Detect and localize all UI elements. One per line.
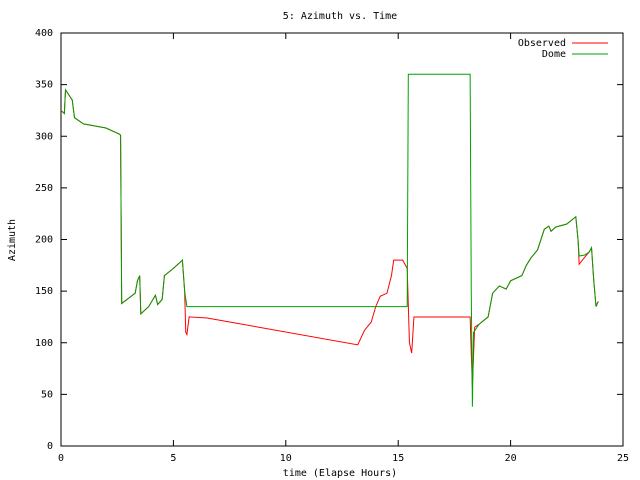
y-tick-label: 350 bbox=[35, 80, 53, 91]
x-tick-label: 10 bbox=[280, 453, 292, 464]
y-tick-label: 150 bbox=[35, 286, 53, 297]
y-axis-label: Azimuth bbox=[7, 219, 18, 261]
legend-label: Observed bbox=[518, 38, 566, 49]
y-tick-label: 0 bbox=[47, 441, 53, 452]
y-tick-label: 250 bbox=[35, 183, 53, 194]
x-tick-label: 15 bbox=[392, 453, 404, 464]
legend-label: Dome bbox=[542, 49, 566, 60]
series-line bbox=[60, 73, 599, 407]
x-tick-label: 20 bbox=[505, 453, 517, 464]
y-tick-label: 100 bbox=[35, 338, 53, 349]
chart-title: 5: Azimuth vs. Time bbox=[283, 11, 397, 22]
x-tick-label: 5 bbox=[170, 453, 176, 464]
y-tick-label: 200 bbox=[35, 235, 53, 246]
x-tick-label: 0 bbox=[58, 453, 64, 464]
x-axis-label: time (Elapse Hours) bbox=[283, 468, 397, 479]
y-tick-label: 400 bbox=[35, 28, 53, 39]
x-tick-label: 25 bbox=[617, 453, 629, 464]
y-tick-label: 50 bbox=[41, 389, 53, 400]
y-tick-label: 300 bbox=[35, 131, 53, 142]
